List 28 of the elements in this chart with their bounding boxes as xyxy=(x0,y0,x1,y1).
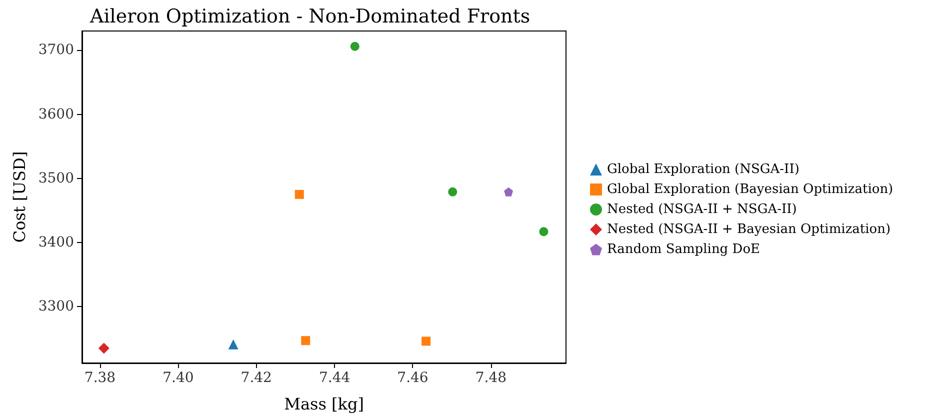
point xyxy=(448,187,458,196)
point xyxy=(294,190,304,199)
legend-label: Random Sampling DoE xyxy=(607,242,760,257)
x-tick-label: 7.48 xyxy=(475,370,507,386)
y-tick-label: 3300 xyxy=(38,298,74,315)
y-tick-label: 3500 xyxy=(38,170,74,186)
x-tick-label: 7.44 xyxy=(318,370,350,386)
x-tick-label: 7.42 xyxy=(240,370,272,386)
legend-label: Nested (NSGA-II + NSGA-II) xyxy=(607,202,797,217)
point xyxy=(422,336,431,346)
legend-label: Global Exploration (Bayesian Optimization) xyxy=(607,182,894,197)
legend-label: Nested (NSGA-II + Bayesian Optimization) xyxy=(607,222,891,237)
y-tick-label: 3600 xyxy=(38,106,74,122)
chart-title: Aileron Optimization - Non-Dominated Fronts xyxy=(89,6,530,28)
point xyxy=(350,42,360,51)
x-axis-title: Mass [kg] xyxy=(284,394,364,414)
point xyxy=(228,339,238,350)
x-tick-label: 7.38 xyxy=(84,370,116,386)
y-tick-label: 3700 xyxy=(38,42,74,58)
point xyxy=(539,227,548,236)
point xyxy=(504,187,514,196)
x-tick-label: 7.40 xyxy=(162,370,194,386)
point xyxy=(301,336,310,346)
legend-label: Global Exploration (NSGA-II) xyxy=(607,162,800,177)
y-tick-label: 3400 xyxy=(38,234,74,251)
point xyxy=(98,342,110,354)
y-axis-title: Cost [USD] xyxy=(10,151,29,243)
x-tick-label: 7.46 xyxy=(397,370,428,386)
